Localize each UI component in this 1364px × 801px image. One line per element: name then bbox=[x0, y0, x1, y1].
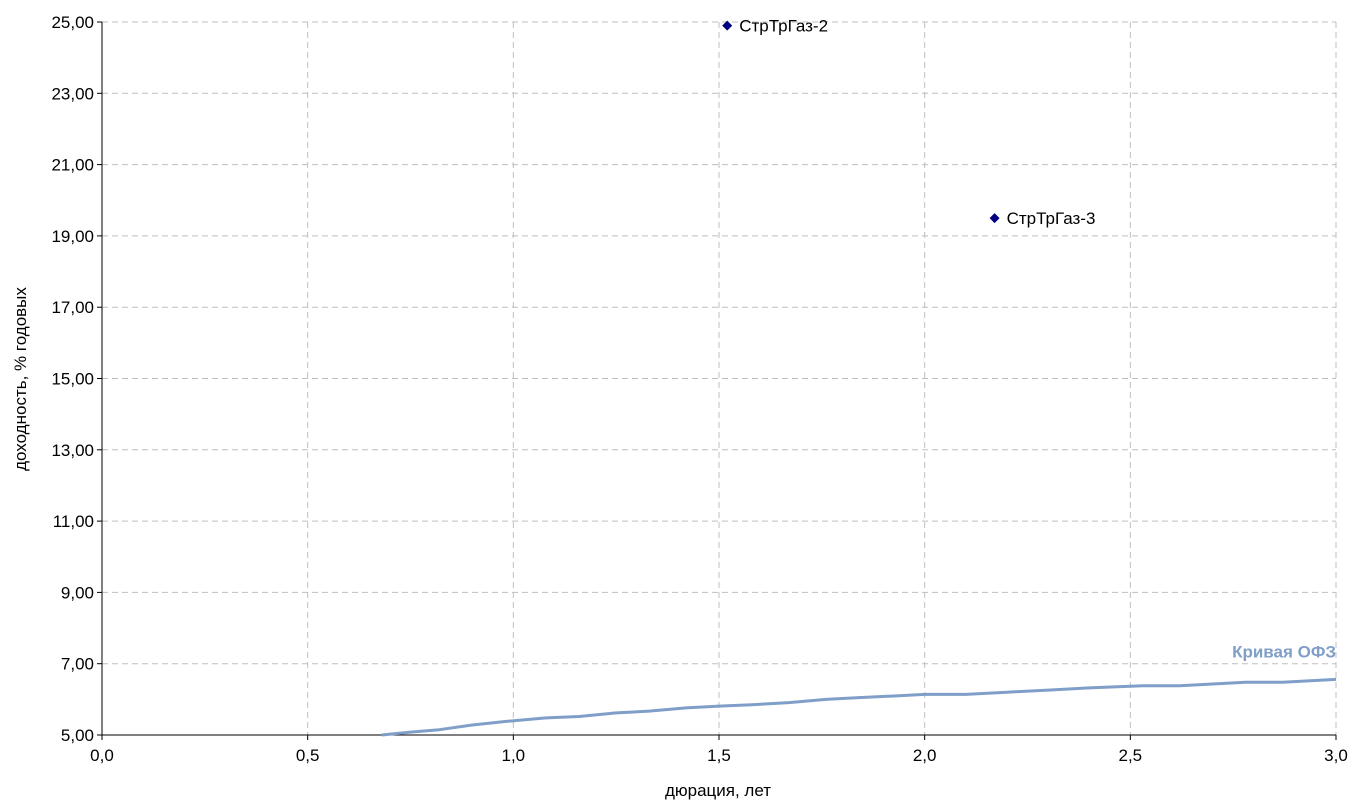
x-tick-label: 3,0 bbox=[1324, 746, 1348, 765]
y-tick-label: 21,00 bbox=[51, 156, 94, 175]
data-point-marker bbox=[989, 213, 1000, 224]
x-tick-label: 1,5 bbox=[707, 746, 731, 765]
y-tick-label: 13,00 bbox=[51, 441, 94, 460]
data-point-marker bbox=[722, 20, 733, 31]
y-tick-label: 9,00 bbox=[61, 583, 94, 602]
y-axis-title: доходность, % годовых bbox=[11, 287, 30, 471]
x-tick-label: 2,5 bbox=[1119, 746, 1143, 765]
x-tick-labels: 0,0 0,5 1,0 1,5 2,0 2,5 3,0 bbox=[90, 746, 1348, 765]
grid-layer bbox=[102, 21, 1337, 735]
curve-layer: Кривая ОФЗ bbox=[381, 642, 1337, 737]
y-tick-label: 7,00 bbox=[61, 655, 94, 674]
series-line-ofz-curve bbox=[381, 677, 1337, 737]
series-label-ofz-curve: Кривая ОФЗ bbox=[1232, 642, 1336, 661]
data-point-label: СтрТрГаз-2 bbox=[739, 17, 828, 36]
y-tick-label: 23,00 bbox=[51, 84, 94, 103]
points-layer: СтрТрГаз-2 СтрТрГаз-3 bbox=[722, 17, 1096, 228]
axis-layer bbox=[97, 21, 1337, 740]
x-tick-label: 0,5 bbox=[296, 746, 320, 765]
x-axis-title: дюрация, лет bbox=[665, 781, 771, 800]
y-tick-label: 5,00 bbox=[61, 726, 94, 745]
y-tick-label: 15,00 bbox=[51, 370, 94, 389]
y-tick-label: 19,00 bbox=[51, 227, 94, 246]
data-point-label: СтрТрГаз-3 bbox=[1007, 209, 1096, 228]
y-tick-label: 25,00 bbox=[51, 13, 94, 32]
x-tick-label: 0,0 bbox=[90, 746, 114, 765]
y-tick-label: 17,00 bbox=[51, 298, 94, 317]
y-tick-label: 11,00 bbox=[53, 512, 94, 531]
y-tick-labels: 5,00 7,00 9,00 11,00 13,00 15,00 17,00 19,00 21,… bbox=[51, 13, 94, 745]
x-tick-label: 1,0 bbox=[502, 746, 526, 765]
x-tick-label: 2,0 bbox=[913, 746, 937, 765]
